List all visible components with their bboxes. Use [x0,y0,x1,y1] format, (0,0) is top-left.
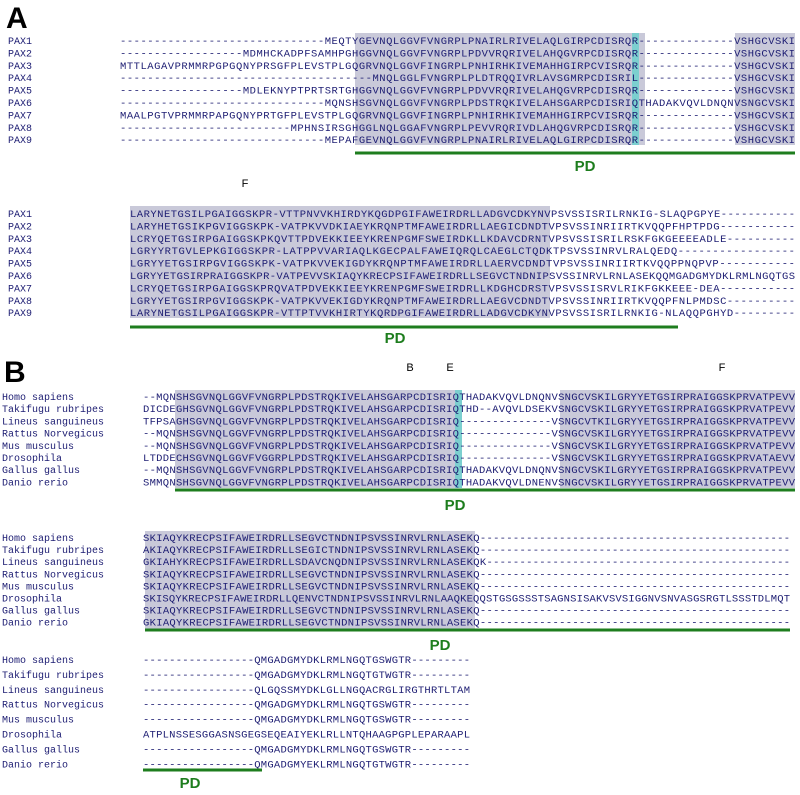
sequence-name: Rattus Norvegicus [2,429,104,441]
sequence: LCRYQETGSIRPGAIGGSKPKQVTTPDVEKKIEEYKRENP… [130,234,795,246]
sequence-name: Mus musculus [2,581,74,593]
sequence: -----------------QMGADGMYDKLRMLNGQTGSWGT… [143,744,470,756]
domain-label: PD [180,775,201,792]
sequence: LARYHETGSIKPGVIGGSKPK-VATPKVVDKIAEYKRQNP… [130,221,795,233]
sequence: --MQNSHSGVNQLGGVFVNGRPLPDSTRQKIVELAHSGAR… [143,465,796,477]
sequence-name: Drosophila [2,730,62,742]
sequence-name: PAX2 [8,49,32,60]
sequence: --MQNSHSGVNQLGGVFVNGRPLPDSTRQKIVELAHSGAR… [143,392,796,404]
sequence: LARYNETGSILPGAIGGSKPR-VTTPTVVKHIRTYKQRDP… [130,308,795,320]
sequence: MTTLAGAVPRMMRPGPGQNYPRSGFPLEVSTPLGQGRVNQ… [120,61,795,73]
sequence-name: Takifugu rubripes [2,545,104,557]
sequence: -----------------QMGADGMYDKLRMLNGQTGSWGT… [143,700,470,712]
sequence-name: PAX7 [8,284,32,295]
sequence: MAALPGTVPRMMRPAPGQNYPRTGFPLEVSTPLGQGRVNQ… [120,110,795,122]
sequence: SKISQYKRECPSIFAWEIRDRLLQENVCTNDNIPSVSSIN… [143,594,790,606]
sequence: LGRYYETGSIRPRAIGGSKPR-VATPEVVSKIAQYKRECP… [130,271,795,283]
sequence: TFPSAGHSGVNQLGGVFVNGRPLPDSTRQKIVELAHSGAR… [143,416,796,428]
sequence-name: PAX4 [8,74,32,85]
sequence: SMMQNSHSGVNQLGGVFVNGRPLPDSTRQKIVELAHSGAR… [143,477,796,489]
sequence-name: PAX5 [8,87,32,98]
sequence: -----------------QMGADGMYEKLRMLNGQTGTWGT… [143,759,470,771]
sequence-name: Takifugu rubripes [2,404,104,416]
domain-label: PD [445,497,466,514]
sequence-name: PAX8 [8,297,32,308]
sequence-name: PAX1 [8,37,32,48]
sequence: LGRYYRTGVLEPKGIGGSKPR-LATPPVVARIAQLKGECP… [130,246,795,258]
sequence-name: Gallus gallus [2,744,80,756]
sequence-name: PAX3 [8,235,32,246]
sequence-name: Mus musculus [2,441,74,453]
sequence: GKIAHYKRECPSIFAWEIRDRLLSDAVCNQDNIPSVSSIN… [143,557,790,569]
site-marker: F [719,362,726,374]
sequence: DICDEGHSGVNQLGGVFVNGRPLPDSTRQKIVELAHSGAR… [143,404,796,416]
sequence: -----------------QMGADGMYDKLRMLNGQTGSWGT… [143,715,470,727]
sequence-name: PAX2 [8,222,32,233]
sequence-name: Drosophila [2,453,62,465]
sequence-name: PAX6 [8,99,32,110]
sequence-name: PAX9 [8,136,32,147]
sequence-name: PAX5 [8,260,32,271]
sequence: ATPLNSSESGGASNSGEGSEQEAIYEKLRLLNTQHAAGPG… [143,730,470,742]
highlight-column [632,33,639,145]
sequence: -------------------------------------MNQ… [120,73,795,85]
domain-label: PD [430,637,451,654]
sequence-name: Rattus Norvegicus [2,569,104,581]
sequence-name: Gallus gallus [2,606,80,618]
sequence-name: Homo sapiens [2,533,74,545]
sequence-name: PAX4 [8,247,32,258]
sequence: ------------------MDMHCKADPFSAMHPGHGGVNQ… [120,48,795,60]
sequence-name: PAX6 [8,272,32,283]
sequence: --MQNSHSGVNQLGGVFVNGRPLPDSTRQKIVELAHSGAR… [143,441,796,453]
panel-label: B [4,356,26,389]
sequence: LGRYYETGSIRPGVIGGSKPK-VATPKVVEKIGDYKRQNP… [130,259,795,271]
sequence: LTDDECHSGVNQLGGVFVGGRPLPDSTRQKIVELAHSGAR… [143,453,796,465]
domain-label: PD [385,330,406,347]
sequence: ------------------------------MEQTYGEVNQ… [120,36,795,48]
sequence-name: Gallus gallus [2,465,80,477]
sequence: SKIAQYKRECPSIFAWEIRDRLLSEGVCTNDNIPSVSSIN… [143,569,790,581]
panel-label: A [6,2,28,35]
sequence: -----------------QMGADGMYDKLRMLNGQTGTWGT… [143,670,470,682]
sequence: AKIAQYKRECPSIFAWEIRDRLLSEGICTNDNIPSVSSIN… [143,545,790,557]
sequence-name: PAX8 [8,124,32,135]
sequence-name: PAX7 [8,111,32,122]
sequence: ------------------------------MEPAFGEVNQ… [120,135,795,147]
sequence-name: Drosophila [2,594,62,606]
sequence-name: Homo sapiens [2,655,74,667]
sequence: --MQNSHSGVNQLGGVFVNGRPLPDSTRQKIVELAHSGAR… [143,429,796,441]
sequence: LARYNETGSILPGAIGGSKPR-VTTPNVVKHIRDYKQGDP… [130,209,795,221]
sequence-name: Mus musculus [2,715,74,727]
sequence: -----------------QMGADGMYDKLRMLNGQTGSWGT… [143,655,470,667]
sequence-name: Lineus sanguineus [2,557,104,569]
highlight-column [455,390,462,488]
shading [130,33,795,629]
domain-label: PD [575,158,596,175]
sequence: -------------------------MPHNSIRSGHGGLNQ… [120,123,795,135]
sequence-name: Danio rerio [2,618,68,630]
sequence: ------------------------------MQNSHSGVNQ… [120,98,795,110]
site-marker: F [242,178,249,190]
sequence-name: Homo sapiens [2,392,74,404]
sequence: SKIAQYKRECPSIFAWEIRDRLLSEGVCTNDNIPSVSSIN… [143,533,790,545]
sequence-name: PAX9 [8,309,32,320]
sequence-name: Lineus sanguineus [2,685,104,697]
sequence: LGRYYETGSIRPGVIGGSKPK-VATPKVVEKIGDYKRQNP… [130,296,795,308]
sequence: LCRYQETGSIRPGAIGGSKPRQVATPDVEKKIEEYKRENP… [130,283,795,295]
sequence-name: Danio rerio [2,477,68,489]
sequence-name: Takifugu rubripes [2,670,104,682]
site-marker: B [406,362,413,374]
sequence: SKIAQYKRECPSIFAWEIRDRLLSEGVCTNDNIPSVSSIN… [143,606,790,618]
sequence: SKIAQYKRECPSIFAWEIRDRLLSEGVCTNDNIPSVSSIN… [143,581,790,593]
sequence-name: Danio rerio [2,759,68,771]
site-marker: E [446,362,453,374]
sequence-name: PAX1 [8,210,32,221]
sequence: GKIAQYKRECPSIFAWEIRDRLLSEGVCTNDNIPSVSSIN… [143,618,790,630]
sequence-name: Lineus sanguineus [2,416,104,428]
sequence-name: Rattus Norvegicus [2,700,104,712]
sequence-name: PAX3 [8,62,32,73]
sequence: ------------------MDLEKNYPTPRTSRTGHGGVNQ… [120,86,795,98]
sequence: -----------------QLGQSSMYDKLGLLNGQACRGLI… [143,685,470,697]
